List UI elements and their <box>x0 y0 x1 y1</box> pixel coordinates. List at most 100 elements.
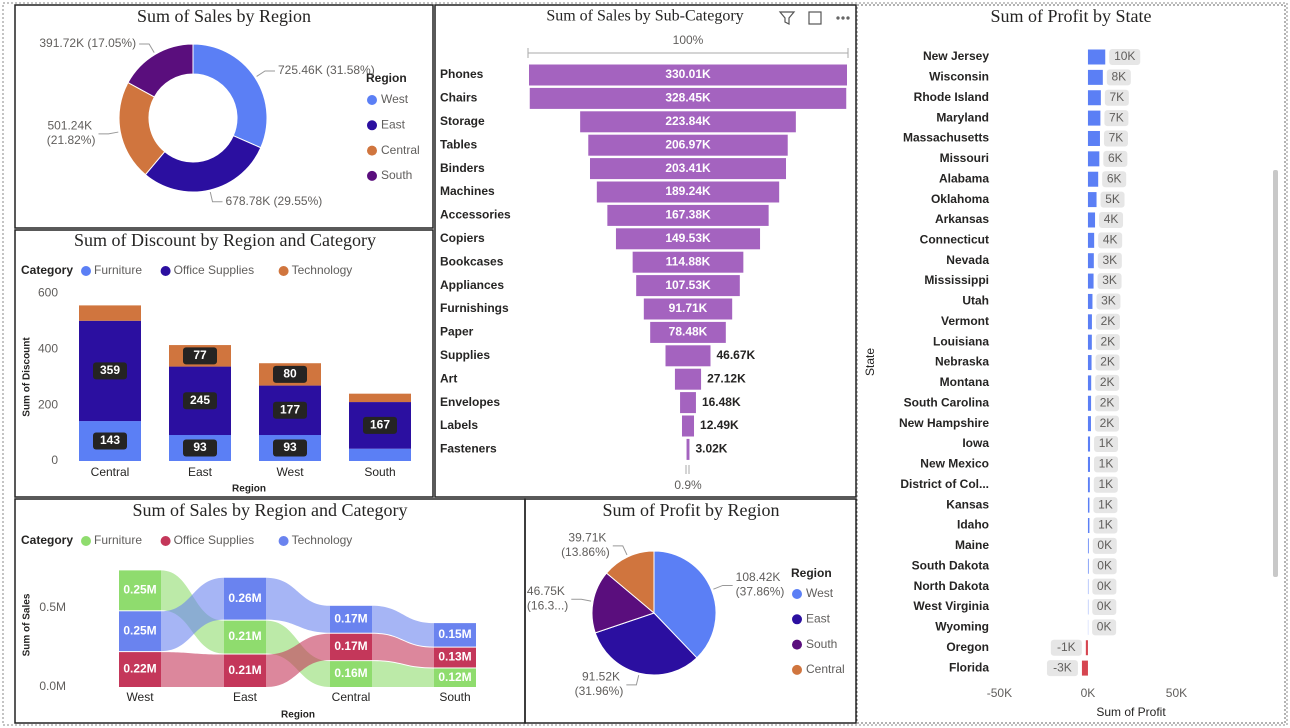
slice <box>192 43 268 149</box>
data-label-box <box>1092 619 1117 636</box>
panel <box>434 4 857 498</box>
data-label: 1K <box>1099 457 1114 471</box>
visual-header-icons[interactable] <box>778 11 850 25</box>
data-label: 501.24K (21.82%) <box>47 119 96 147</box>
legend-marker <box>792 589 802 599</box>
data-label-box <box>1046 660 1078 677</box>
data-label: 330.01K <box>665 67 711 81</box>
data-label: 0.21M <box>228 629 261 643</box>
slice <box>653 550 717 659</box>
filter-icon[interactable] <box>778 11 796 25</box>
x-tick-label: Central <box>332 690 371 704</box>
legend-label: Furniture <box>94 533 142 547</box>
data-label: 7K <box>1110 90 1125 104</box>
legend-marker <box>792 614 802 625</box>
data-label: 8K <box>1111 70 1126 84</box>
category-label: Oklahoma <box>931 192 989 206</box>
data-label-box <box>1094 436 1119 453</box>
ribbon <box>161 577 224 652</box>
category-label: Utah <box>962 294 989 308</box>
data-label-box <box>1103 130 1128 147</box>
data-label-box <box>1093 497 1118 514</box>
category-label: District of Col... <box>900 477 989 491</box>
legend-marker <box>367 120 377 131</box>
data-label: 4K <box>1103 233 1118 247</box>
data-label: 0.15M <box>438 627 471 641</box>
legend-marker <box>160 266 171 276</box>
bar <box>1087 538 1089 554</box>
bar <box>1087 90 1101 106</box>
bar-segment <box>349 393 411 403</box>
data-label: 91.71K <box>669 301 708 315</box>
data-label: 0K <box>1097 538 1112 552</box>
funnel-bar <box>643 298 733 320</box>
more-icon[interactable] <box>846 16 850 20</box>
data-label: 245 <box>190 393 210 407</box>
data-label: 0.17M <box>334 639 367 653</box>
data-label: 167.38K <box>665 208 711 222</box>
data-label: 1K <box>1098 497 1113 511</box>
category-label: Supplies <box>440 348 490 362</box>
more-icon[interactable] <box>836 16 840 20</box>
bar <box>1087 273 1094 289</box>
bar <box>1087 232 1095 248</box>
data-label: 93 <box>283 440 297 454</box>
data-label: 107.53K <box>665 278 711 292</box>
data-label: 328.45K <box>665 91 711 105</box>
bar <box>1087 314 1092 330</box>
ribbon-segment <box>434 668 476 687</box>
category-label: Accessories <box>440 208 511 222</box>
category-label: Connecticut <box>920 233 989 247</box>
ribbon-segment <box>224 654 266 687</box>
data-label: 2K <box>1100 334 1115 348</box>
legend-label: South <box>381 168 412 182</box>
legend-label: East <box>381 117 406 131</box>
data-label: 0K <box>1097 579 1112 593</box>
data-label: 91.52K (31.96%) <box>575 670 624 698</box>
category-label: Maryland <box>936 110 989 124</box>
ribbon-segment <box>224 577 266 620</box>
funnel-bar <box>681 415 695 437</box>
category-label: Massachusetts <box>903 131 989 145</box>
ribbon-segment <box>330 633 372 661</box>
ribbon <box>372 605 434 647</box>
x-axis-title: Sum of Profit <box>1096 705 1166 719</box>
ribbon-segment <box>330 661 372 687</box>
slice <box>127 43 194 98</box>
x-axis-title: Region <box>232 484 266 495</box>
label-line: 91.52K <box>582 670 623 684</box>
y-tick-label: 200 <box>38 397 58 411</box>
data-label: 0K <box>1097 558 1112 572</box>
focus-icon[interactable] <box>808 11 822 25</box>
scrollbar[interactable] <box>1273 170 1278 577</box>
data-label-box <box>1106 69 1131 86</box>
funnel-bar <box>589 158 787 180</box>
x-tick-label: South <box>439 690 470 704</box>
x-tick-label: South <box>364 465 395 479</box>
data-label: 0.17M <box>334 611 367 625</box>
legend-label: Office Supplies <box>174 533 255 547</box>
legend-marker <box>367 145 377 156</box>
data-label-box <box>1096 293 1121 310</box>
data-label: 6K <box>1108 151 1123 165</box>
category-label: Idaho <box>957 518 989 532</box>
bar <box>1087 130 1100 146</box>
data-label: 16.48K <box>702 395 741 409</box>
slice <box>591 572 656 634</box>
more-icon[interactable] <box>841 16 845 20</box>
category-label: Phones <box>440 67 484 81</box>
data-label: 0.12M <box>438 670 471 684</box>
legend-label: Technology <box>292 533 353 547</box>
data-label-box <box>1097 273 1122 290</box>
category-label: New Mexico <box>920 457 989 471</box>
data-label: 3K <box>1102 253 1117 267</box>
data-label: 725.46K (31.58%) <box>278 63 375 77</box>
category-label: West Virginia <box>913 599 989 613</box>
legend-marker <box>160 536 171 546</box>
x-tick-label: West <box>276 465 304 479</box>
funnel-bar <box>607 204 769 226</box>
y-tick-label: 600 <box>38 286 58 300</box>
funnel-bar <box>650 321 726 343</box>
